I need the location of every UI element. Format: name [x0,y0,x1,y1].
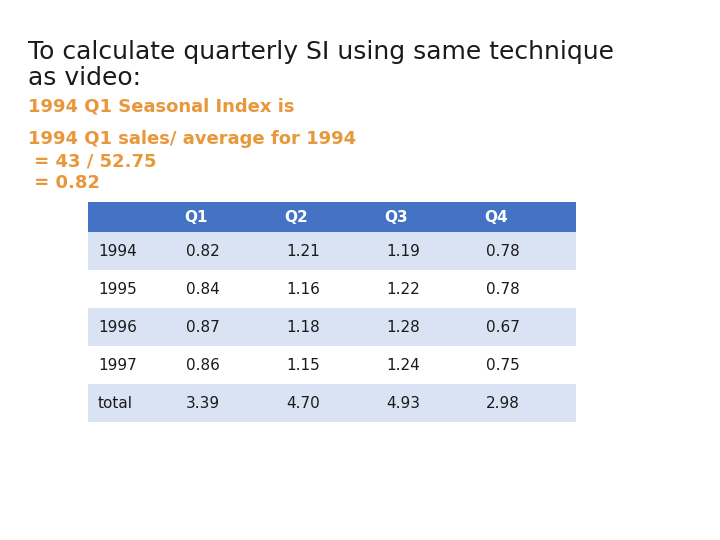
Text: 0.87: 0.87 [186,320,220,334]
Bar [276,384,376,422]
Text: 1.18: 1.18 [286,320,320,334]
Bar [376,308,476,346]
Bar [176,384,276,422]
Text: 1994 Q1 sales/ average for 1994: 1994 Q1 sales/ average for 1994 [28,130,356,148]
Text: as video:: as video: [28,66,141,90]
Bar [88,346,176,384]
Text: 1994 Q1 Seasonal Index is: 1994 Q1 Seasonal Index is [28,97,294,115]
Text: To calculate quarterly SI using same technique: To calculate quarterly SI using same tec… [28,40,614,64]
Text: 0.75: 0.75 [486,357,520,373]
Text: 0.78: 0.78 [486,281,520,296]
Text: 1.28: 1.28 [386,320,420,334]
Text: 0.86: 0.86 [186,357,220,373]
Bar [176,202,276,232]
Text: 2.98: 2.98 [486,395,520,410]
Text: 1.22: 1.22 [386,281,420,296]
Bar [376,270,476,308]
Bar [88,384,176,422]
Text: 1.24: 1.24 [386,357,420,373]
Bar [276,346,376,384]
Text: total: total [98,395,133,410]
Text: 0.67: 0.67 [486,320,520,334]
Bar [476,232,576,270]
Bar [376,202,476,232]
Text: Q1: Q1 [184,210,207,225]
Bar [88,270,176,308]
Bar [88,202,176,232]
Bar [88,308,176,346]
Bar [476,270,576,308]
Text: 1997: 1997 [98,357,137,373]
Bar [376,232,476,270]
Text: 1996: 1996 [98,320,137,334]
Bar [276,202,376,232]
Text: Q2: Q2 [284,210,307,225]
Bar [376,384,476,422]
Bar [276,308,376,346]
Text: 1994: 1994 [98,244,137,259]
Text: 4.70: 4.70 [286,395,320,410]
Bar [176,308,276,346]
Bar [176,346,276,384]
Text: 1.16: 1.16 [286,281,320,296]
Bar [88,232,176,270]
Bar [376,346,476,384]
Bar [476,384,576,422]
Text: = 43 / 52.75: = 43 / 52.75 [28,152,156,170]
Text: 1.21: 1.21 [286,244,320,259]
Text: 1.19: 1.19 [386,244,420,259]
Bar [276,232,376,270]
Text: 0.78: 0.78 [486,244,520,259]
Text: Q4: Q4 [484,210,508,225]
Text: 0.82: 0.82 [186,244,220,259]
Bar [176,232,276,270]
Text: 1995: 1995 [98,281,137,296]
Text: Q3: Q3 [384,210,408,225]
Text: = 0.82: = 0.82 [28,174,100,192]
Text: 4.93: 4.93 [386,395,420,410]
Text: 0.84: 0.84 [186,281,220,296]
Bar [176,270,276,308]
Bar [476,202,576,232]
Bar [476,308,576,346]
Text: 1.15: 1.15 [286,357,320,373]
Bar [276,270,376,308]
Bar [476,346,576,384]
Text: 3.39: 3.39 [186,395,220,410]
